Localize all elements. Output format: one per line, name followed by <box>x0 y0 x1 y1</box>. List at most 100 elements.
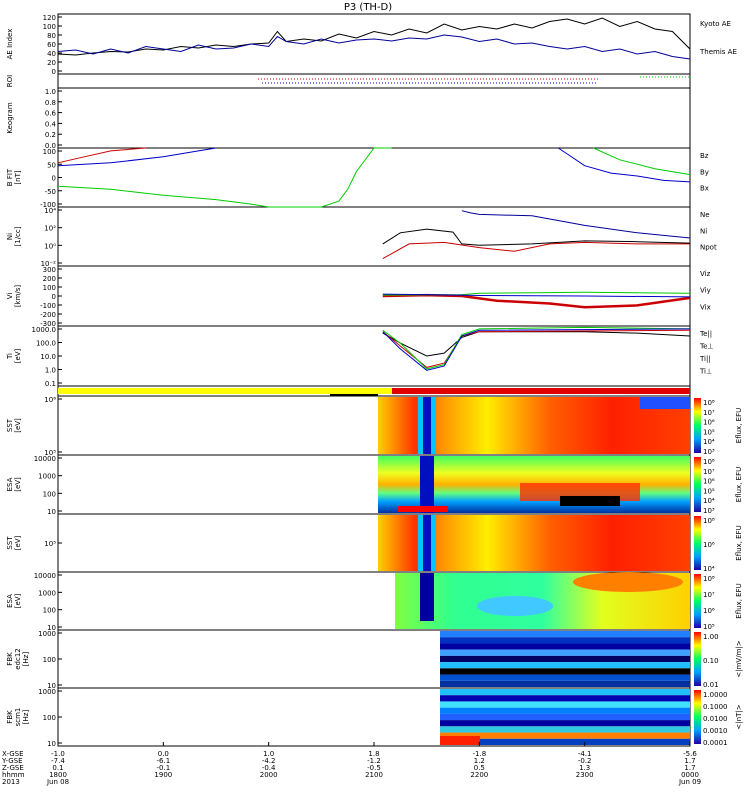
fbk2-ytick-label: 10 <box>47 740 56 748</box>
esa1-colorbar-tick: 10⁷ <box>703 468 715 476</box>
fbk2-colorbar: 1.0000 0.1000 0.0100 0.0010 0.0001 <|nT|> <box>694 690 743 747</box>
fbk1-band <box>440 680 690 687</box>
fbk2-band <box>440 695 690 702</box>
sst1-colorbar-tick: 10⁵ <box>703 428 715 436</box>
esa1-ytick-label: 1000 <box>38 473 56 481</box>
ti-ylabel: [eV] <box>14 348 22 363</box>
fbk1-colorbar-tick: 1.00 <box>703 633 719 641</box>
esa1-colorbar-tick: 10⁴ <box>703 497 715 505</box>
fbk1-colorbar-tick: 0.01 <box>703 681 719 689</box>
vi-ylabel: Vi <box>6 293 14 300</box>
xaxis-row-value: 1.0 <box>263 750 274 758</box>
esa2-ytick-label: 100 <box>43 607 56 615</box>
ni-ylabel: Ni <box>6 233 14 240</box>
ti-ytick-label: 1.0 <box>45 367 56 375</box>
sst1-colorbar-tick: 10⁸ <box>703 399 715 407</box>
ni-panel-frame <box>57 206 691 267</box>
fbk1-ylabel: edc12 <box>14 648 22 670</box>
sst1-dropout-core <box>423 397 431 454</box>
esa2-colorbar-tick: 10⁸ <box>703 575 715 583</box>
esa2-dropout <box>420 573 434 621</box>
esa2-ytick-label: 10 <box>47 624 56 632</box>
ni-ylabel: [1/cc] <box>14 226 22 246</box>
sst2-spectrogram <box>378 515 690 571</box>
ti-legend-entry: Ti|| <box>699 355 711 363</box>
esa2-colorbar-gradient <box>694 574 701 628</box>
xaxis-row-value: -4.1 <box>578 750 592 758</box>
xaxis-row-value: -0.1 <box>156 764 170 772</box>
sst1-ytick-label: 10⁶ <box>44 396 56 404</box>
keogram-ytick-label: 0.4 <box>45 120 57 128</box>
fbk1-colorbar-label: <|mV/m|> <box>735 640 743 677</box>
esa1-colorbar-tick: 10⁶ <box>703 478 715 486</box>
xaxis-row-value: 2100 <box>365 771 383 779</box>
fbk1-ylabel: FBK <box>6 652 14 666</box>
ti-ytick-label: 100.0 <box>36 340 56 348</box>
esa1-ylabel: [eV] <box>14 477 22 492</box>
fbk1-band <box>440 674 690 681</box>
sst2-ytick-label: 10⁵ <box>44 540 56 548</box>
fbk2-band <box>440 707 690 714</box>
esa1-spectrogram <box>378 456 690 513</box>
ti-series-te <box>382 331 691 357</box>
keogram-ytick-label: 1.0 <box>45 88 56 96</box>
sst2-colorbar-tick: 10⁶ <box>703 541 715 549</box>
fbk2-colorbar-tick: 0.0100 <box>703 715 728 723</box>
fbk1-band <box>440 668 690 675</box>
fbk2-band <box>440 701 690 708</box>
fbk2-low-band <box>440 736 480 745</box>
keogram-ylabel: Keogram <box>6 102 14 133</box>
keogram-ytick-label: 0.6 <box>45 110 57 118</box>
ae-ytick-label: 0 <box>52 68 56 76</box>
vi-series-vix <box>382 293 691 298</box>
fbk1-ytick-label: 100 <box>43 656 56 664</box>
fbk2-band <box>440 689 690 696</box>
fbk2-colorbar-tick: 0.0001 <box>703 739 728 747</box>
bfit-ytick-label: -50 <box>45 188 56 196</box>
sst2-dropout-core <box>423 515 431 571</box>
bfit-legend-entry: Bz <box>700 152 709 160</box>
esa1-colorbar-tick: 10⁵ <box>703 487 715 495</box>
fbk2-ytick-label: 1000 <box>38 688 56 696</box>
xaxis-row-value: 0.1 <box>52 764 63 772</box>
xaxis-row-value: 1900 <box>154 771 172 779</box>
sst2-colorbar-tick: 10⁸ <box>703 517 715 525</box>
esa2-ylabel: ESA <box>6 594 14 608</box>
sst2-ylabel: SST <box>6 536 14 550</box>
esa2-colorbar-tick: 10⁷ <box>703 591 715 599</box>
vi-ylabel: [km/s] <box>14 285 22 308</box>
bfit-series-by <box>57 147 392 208</box>
sst1-ylabel: [eV] <box>14 418 22 433</box>
roi-panel-frame <box>57 73 691 89</box>
xaxis-row-label: Z-GSE <box>2 764 24 772</box>
fbk2-colorbar-gradient <box>694 690 701 744</box>
vi-ytick-label: 300 <box>43 266 56 274</box>
vi-ytick-label: -200 <box>40 311 56 319</box>
sst1-top-band <box>640 397 690 409</box>
ae-ytick-label: 20 <box>47 59 56 67</box>
vi-ytick-label: 0 <box>52 293 56 301</box>
sst1-colorbar-tick: 10⁷ <box>703 409 715 417</box>
ti-ytick-label: 1000.0 <box>32 326 57 334</box>
fbk2-band <box>440 732 690 739</box>
xaxis-row-value: -1.0 <box>51 750 65 758</box>
bfit-legend-entry: By <box>700 168 709 176</box>
xaxis-row-value: Jun 09 <box>678 778 701 786</box>
fbk1-band <box>440 662 690 669</box>
esa2-ylabel: [eV] <box>14 593 22 608</box>
ni-ytick-label: 10⁰ <box>44 242 56 250</box>
fbk2-band <box>440 738 690 745</box>
ni-ytick-label: 10⁻² <box>41 260 57 268</box>
ti-series-ti <box>382 326 691 370</box>
fbk1-ytick-label: 10 <box>47 682 56 690</box>
bfit-series-bxlate <box>558 147 691 183</box>
fbk1-spectrogram <box>440 631 690 687</box>
keogram-ytick-label: 0.8 <box>45 99 56 107</box>
keogram-panel-frame <box>57 87 691 149</box>
ti-legend-entry: Te|| <box>699 330 712 338</box>
vi-ytick-label: -300 <box>40 320 56 328</box>
xaxis-row-value: -0.4 <box>262 764 276 772</box>
ti-ytick-label: 0.1 <box>45 380 56 388</box>
